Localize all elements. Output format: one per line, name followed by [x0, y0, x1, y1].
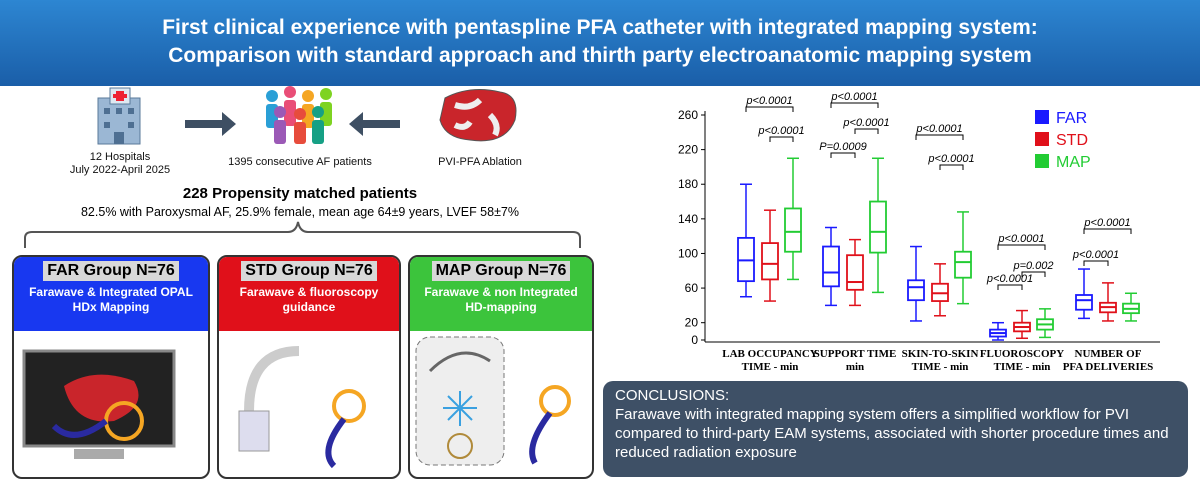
box — [822, 245, 840, 288]
x-tick-label: SKIN-TO-SKIN TIME - min — [901, 348, 979, 373]
p-value: p<0.0001 — [830, 91, 877, 103]
group-card: STD Group N=76 Farawave & fluoroscopy gu… — [217, 255, 401, 479]
legend-label: FAR — [1056, 110, 1087, 127]
p-value: p=0.002 — [1012, 260, 1053, 272]
significance-bracket — [1021, 271, 1046, 277]
y-tick-label: 20 — [685, 316, 699, 330]
legend-label: STD — [1056, 132, 1088, 149]
conclusions: CONCLUSIONS: Farawave with integrated ma… — [603, 381, 1188, 477]
group-title: FAR Group N=76 — [43, 261, 179, 281]
title-line: First clinical experience with pentaspli… — [162, 16, 1038, 39]
box — [1075, 294, 1093, 311]
p-value: p<0.0001 — [842, 117, 889, 129]
group-header: FAR Group N=76 Farawave & Integrated OPA… — [14, 257, 208, 331]
p-value: p<0.0001 — [757, 125, 804, 137]
p-value: p<0.0001 — [745, 95, 792, 107]
group-title: STD Group N=76 — [241, 261, 377, 281]
arrow — [349, 112, 400, 136]
p-value: p<0.0001 — [997, 233, 1044, 245]
significance-bracket — [745, 106, 794, 112]
significance-bracket — [1083, 260, 1109, 266]
legend-label: MAP — [1056, 154, 1091, 171]
period: July 2022-April 2025 — [69, 164, 171, 176]
significance-bracket — [939, 164, 964, 170]
x-tick-label: LAB OCCUPANCY TIME - min — [722, 348, 818, 373]
patients-icon — [266, 86, 332, 144]
significance-bracket — [997, 244, 1046, 250]
header: First clinical experience with pentaspli… — [0, 0, 1200, 86]
significance-bracket — [830, 102, 879, 108]
group-header: MAP Group N=76 Farawave & non Integrated… — [410, 257, 592, 331]
left-graphics — [24, 86, 581, 248]
hospitals: 12 Hospitals — [89, 151, 151, 163]
conclusions-title: CONCLUSIONS: — [615, 387, 730, 404]
group-card: FAR Group N=76 Farawave & Integrated OPA… — [12, 255, 210, 479]
p-value: p<0.0001 — [986, 273, 1033, 285]
p-value: p<0.0001 — [927, 153, 974, 165]
box — [761, 242, 779, 281]
bracket — [24, 221, 581, 248]
legend-swatch — [1035, 132, 1049, 146]
box — [846, 254, 864, 291]
x-tick-label: NUMBER OF PFA DELIVERIES — [1062, 348, 1154, 373]
x-tick-label: SUPPORT TIME min — [813, 348, 897, 373]
box — [954, 250, 972, 279]
box — [907, 279, 925, 302]
p-value: P=0.0009 — [819, 141, 866, 153]
arrow — [185, 112, 236, 136]
matched: 228 Propensity matched patients — [182, 185, 418, 202]
patients: 1395 consecutive AF patients — [228, 156, 372, 168]
p-value: p<0.0001 — [915, 123, 962, 135]
significance-bracket — [997, 284, 1023, 290]
box — [784, 207, 802, 253]
group-image — [22, 349, 176, 459]
group-description: Farawave & non Integrated HD-mapping — [424, 285, 578, 314]
group-image — [238, 346, 366, 469]
procedure: PVI-PFA Ablation — [438, 156, 522, 168]
legend-swatch — [1035, 110, 1049, 124]
group-title: MAP Group N=76 — [431, 261, 571, 281]
group-description: Farawave & Integrated OPAL HDx Mapping — [29, 285, 193, 314]
conclusions-text: Farawave with integrated mapping system … — [615, 406, 1169, 461]
p-value: p<0.0001 — [1072, 249, 1119, 261]
heart-map-detail — [453, 97, 500, 137]
x-tick-label: FLUOROSCOPY TIME - min — [979, 348, 1065, 373]
demographics: 82.5% with Paroxysmal AF, 25.9% female, … — [80, 205, 520, 219]
y-tick-label: 220 — [678, 143, 698, 157]
y-tick-label: 260 — [678, 108, 698, 122]
significance-bracket — [830, 152, 856, 158]
y-tick-label: 0 — [691, 333, 698, 347]
legend-swatch — [1035, 154, 1049, 168]
y-tick-label: 60 — [685, 281, 699, 295]
group-header: STD Group N=76 Farawave & fluoroscopy gu… — [219, 257, 399, 331]
title-line: Comparison with standard approach and th… — [168, 44, 1032, 67]
group-image — [415, 336, 571, 466]
hospital-icon — [97, 87, 141, 145]
box — [869, 200, 887, 254]
y-tick-label: 140 — [678, 212, 698, 226]
y-tick-label: 180 — [678, 177, 698, 191]
p-value: p<0.0001 — [1083, 217, 1130, 229]
significance-bracket — [1083, 228, 1132, 234]
group-card: MAP Group N=76 Farawave & non Integrated… — [408, 255, 594, 479]
y-tick-label: 100 — [678, 246, 698, 260]
significance-bracket — [854, 128, 879, 134]
significance-bracket — [915, 134, 964, 140]
group-description: Farawave & fluoroscopy guidance — [239, 285, 379, 314]
significance-bracket — [769, 136, 794, 142]
